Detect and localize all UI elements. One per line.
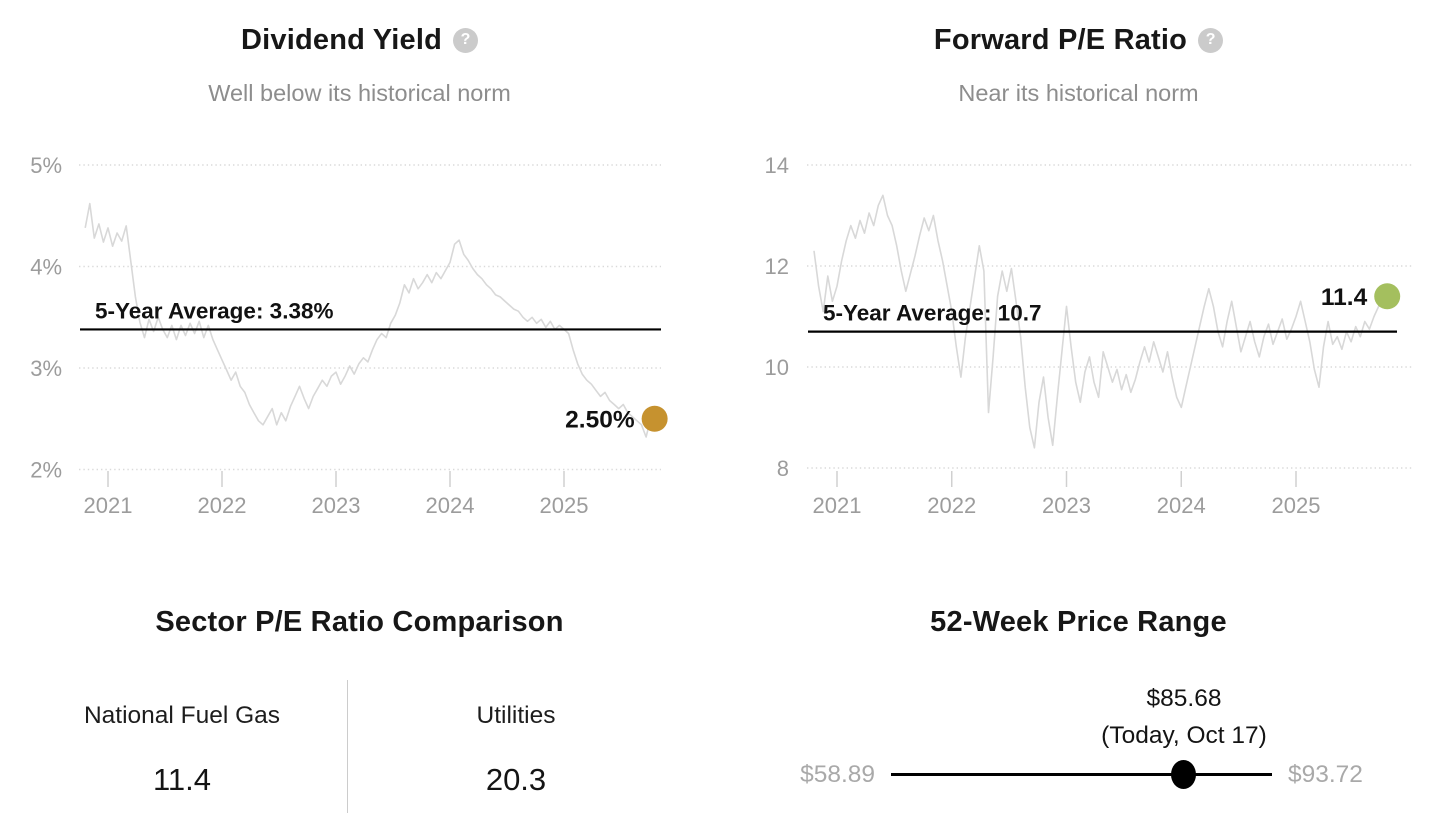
vertical-divider — [347, 680, 348, 813]
average-line-label: 5-Year Average: 3.38% — [95, 298, 333, 323]
sector-comparison-panel: Sector P/E Ratio Comparison National Fue… — [0, 560, 719, 840]
x-axis-label: 2023 — [312, 493, 361, 518]
current-price-block: $85.68 (Today, Oct 17) — [1101, 680, 1267, 754]
company-pe-value: 11.4 — [152, 762, 212, 797]
y-axis-label: 12 — [765, 254, 789, 279]
current-value-dot — [1374, 283, 1401, 310]
price-range-title: 52-Week Price Range — [930, 606, 1227, 638]
sector-cell-sector: Utilities 20.3 — [364, 700, 668, 800]
current-value-label: 2.50% — [565, 406, 635, 433]
x-axis-label: 2021 — [84, 493, 133, 518]
sector-pe-value: 20.3 — [485, 762, 547, 797]
dividend-yield-subtitle: Well below its historical norm — [208, 80, 511, 106]
x-axis-label: 2024 — [1157, 493, 1206, 518]
x-axis-label: 2023 — [1042, 493, 1091, 518]
price-range-panel: 52-Week Price Range $85.68 (Today, Oct 1… — [719, 560, 1438, 840]
x-axis-label: 2021 — [813, 493, 862, 518]
current-value-dot — [641, 405, 668, 432]
dividend-yield-chart: 5% 4% 3% 2% 2021 2022 2023 2024 2025 5-Year Avera… — [30, 153, 668, 518]
help-icon[interactable]: ? — [1198, 27, 1224, 53]
current-price: $85.68 — [1146, 685, 1222, 712]
x-axis-label: 2025 — [1272, 493, 1321, 518]
current-price-date: (Today, Oct 17) — [1101, 722, 1267, 749]
forward-pe-chart: 14 12 10 8 2021 2022 2023 2024 2025 5-Year Averag… — [765, 153, 1412, 518]
current-value-label: 11.4 — [1321, 284, 1368, 311]
dividend-yield-panel: Dividend Yield ? Well below its historic… — [0, 0, 719, 560]
price-range-handle — [1171, 760, 1197, 789]
y-axis-label: 10 — [765, 355, 789, 380]
price-range-track — [891, 773, 1272, 776]
x-axis-label: 2025 — [540, 493, 589, 518]
dividend-yield-title: Dividend Yield — [240, 24, 442, 56]
company-name: National Fuel Gas — [83, 702, 281, 729]
dividend-yield-header: Dividend Yield ? Well below its historic… — [0, 22, 719, 108]
sector-cell-company: National Fuel Gas 11.4 — [30, 700, 334, 800]
range-high-label: $93.72 — [1288, 761, 1363, 788]
forward-pe-panel: Forward P/E Ratio ? Near its historical … — [719, 0, 1438, 560]
sector-name: Utilities — [476, 702, 556, 729]
forward-pe-title: Forward P/E Ratio — [933, 24, 1188, 56]
y-axis-label: 14 — [765, 153, 789, 178]
history-sparkline — [813, 194, 1384, 449]
y-axis-label: 4% — [30, 255, 62, 280]
sector-comparison-title: Sector P/E Ratio Comparison — [155, 606, 564, 638]
average-line-label: 5-Year Average: 10.7 — [823, 301, 1041, 326]
y-axis-label: 5% — [30, 153, 62, 178]
x-axis-label: 2024 — [426, 493, 475, 518]
x-axis-label: 2022 — [198, 493, 247, 518]
help-icon[interactable]: ? — [453, 27, 478, 53]
forward-pe-subtitle: Near its historical norm — [958, 80, 1199, 106]
forward-pe-header: Forward P/E Ratio ? Near its historical … — [719, 22, 1438, 108]
y-axis-label: 3% — [30, 356, 62, 381]
y-axis-label: 2% — [30, 458, 62, 483]
x-axis-label: 2022 — [927, 493, 976, 518]
y-axis-label: 8 — [777, 456, 789, 481]
range-low-label: $58.89 — [800, 761, 875, 788]
